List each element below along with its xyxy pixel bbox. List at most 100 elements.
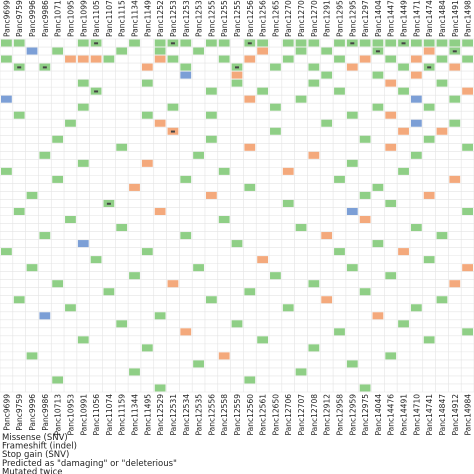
sample-label-top: Panc12958 <box>335 0 344 37</box>
mutation-cell <box>410 39 422 47</box>
mutation-cell <box>334 248 345 256</box>
mutation-cell <box>295 95 307 103</box>
mutation-cell <box>385 39 397 47</box>
sample-label-bottom: Panc12706 <box>284 394 293 436</box>
sample-label-bottom: Panc14710 <box>412 394 421 436</box>
sample-label-bottom: Panc12559 <box>233 394 242 436</box>
sample-label-bottom: Panc12561 <box>259 394 268 436</box>
sample-label-bottom: Panc14912 <box>451 394 460 436</box>
sample-label-bottom: Panc12560 <box>246 394 255 436</box>
mutation-cell <box>423 47 435 55</box>
sample-label-bottom: Panc12707 <box>297 394 306 436</box>
grid <box>0 38 474 393</box>
mutation-cell <box>423 191 435 199</box>
mutation-cell <box>218 39 230 47</box>
mutation-cell <box>398 167 409 175</box>
sample-label-top: Panc12529 <box>156 0 165 37</box>
legend-entry: Missense (SNV) <box>2 433 68 443</box>
mutation-cell <box>52 280 64 288</box>
damaging-mark <box>401 42 406 45</box>
mutation-cell <box>385 79 397 87</box>
mutation-cell <box>295 224 307 232</box>
mutation-cell <box>462 39 473 47</box>
mutation-cell <box>180 71 192 79</box>
mutation-cell <box>385 55 397 63</box>
mutation-cell <box>77 159 89 167</box>
sample-label-bottom: Panc9759 <box>15 394 24 431</box>
sample-label-top: Panc11074 <box>105 0 114 37</box>
mutation-cell <box>385 272 397 280</box>
mutation-cell <box>193 47 204 55</box>
mutation-cell <box>270 127 281 135</box>
labels: Panc9699 Panc9699 Panc9759 Panc9759 Panc9996… <box>2 0 472 436</box>
mutation-cell <box>218 352 230 360</box>
mutation-cell <box>372 39 384 47</box>
damaging-mark <box>247 42 252 45</box>
mutation-cell <box>103 55 115 63</box>
sample-label-top: Panc12559 <box>233 0 242 37</box>
sample-label-top: Panc11159 <box>118 0 127 37</box>
mutation-cell <box>77 39 89 47</box>
mutation-cell <box>449 39 461 47</box>
mutation-cell <box>65 304 76 312</box>
mutation-cell <box>154 312 166 320</box>
mutation-cell <box>270 272 281 280</box>
mutation-cell <box>13 207 25 215</box>
mutation-cell <box>141 111 153 119</box>
mutation-cell <box>154 207 166 215</box>
sample-label-bottom: Panc11159 <box>118 394 127 436</box>
mutation-cell <box>436 296 448 304</box>
mutation-cell <box>282 167 294 175</box>
mutation-cell <box>77 336 89 344</box>
damaging-mark <box>235 66 239 69</box>
mutation-cell <box>218 55 230 63</box>
mutation-cell <box>385 352 397 360</box>
mutation-cell <box>244 376 256 384</box>
mutation-cell <box>423 103 435 111</box>
mutation-cell <box>295 47 307 55</box>
mutation-cell <box>244 288 256 296</box>
mutation-cell <box>141 63 153 71</box>
sample-label-bottom: Panc10953 <box>66 394 75 436</box>
mutation-cell <box>346 63 358 71</box>
mutation-cell <box>359 288 371 296</box>
sample-label-bottom: Panc11495 <box>143 394 152 436</box>
mutation-cell <box>1 39 12 47</box>
sample-label-top: Panc12561 <box>259 0 268 37</box>
mutation-cell <box>321 71 333 79</box>
mutation-cell <box>154 119 166 127</box>
sample-label-bottom: Panc12975 <box>361 394 370 436</box>
mutation-cell <box>385 199 397 207</box>
mutation-cell <box>129 39 140 47</box>
sample-label-top: Panc10713 <box>54 0 63 37</box>
damaging-mark <box>42 66 47 69</box>
sample-label-bottom: Panc14476 <box>387 394 396 436</box>
sample-label-bottom: Panc12958 <box>335 394 344 436</box>
mutation-cell <box>205 191 217 199</box>
legend: Missense (SNV)Frameshift (indel)Stop gai… <box>2 433 177 474</box>
mutation-cell <box>1 248 12 256</box>
mutation-cell <box>205 296 217 304</box>
mutation-cell <box>449 95 461 103</box>
sample-label-top: Panc12531 <box>169 0 178 37</box>
sample-label-top: Panc14912 <box>451 0 460 37</box>
mutation-cell <box>167 103 179 111</box>
mutation-cell <box>129 183 140 191</box>
mutation-cell <box>436 55 448 63</box>
sample-label-top: Panc12558 <box>220 0 229 37</box>
sample-label-top: Panc10991 <box>79 0 88 37</box>
mutation-cell <box>52 175 64 183</box>
mutation-cell <box>231 320 243 328</box>
mutation-cell <box>410 71 422 79</box>
sample-label-bottom: Panc11074 <box>105 394 114 436</box>
sample-label-top: Panc9759 <box>15 0 24 37</box>
mutation-cell <box>77 240 89 248</box>
sample-label-top: Panc12959 <box>348 0 357 37</box>
mutation-cell <box>398 63 409 71</box>
mutation-cell <box>334 87 345 95</box>
mutation-cell <box>295 368 307 376</box>
damaging-mark <box>452 50 457 53</box>
mutation-cell <box>218 167 230 175</box>
mutation-cell <box>436 79 448 87</box>
